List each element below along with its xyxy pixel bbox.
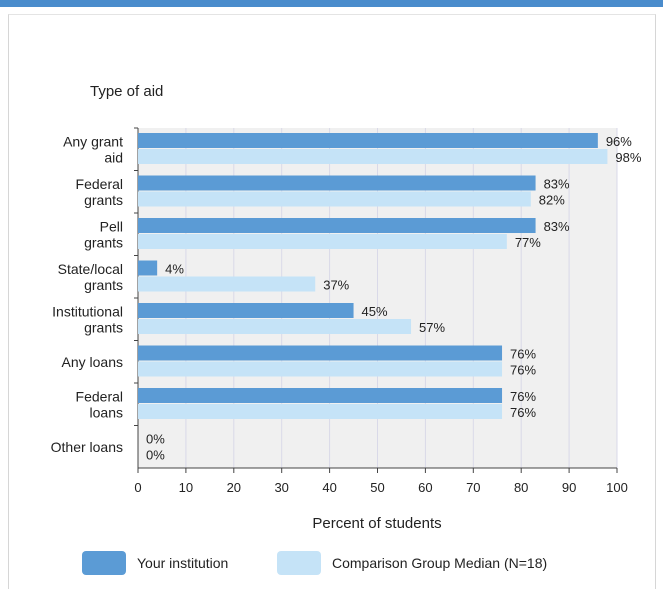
category-label: Pell xyxy=(100,218,123,234)
x-tick-label: 60 xyxy=(418,480,432,495)
legend-label: Comparison Group Median (N=18) xyxy=(332,555,547,571)
data-label: 96% xyxy=(606,134,632,149)
data-label: 83% xyxy=(544,219,570,234)
category-label: aid xyxy=(104,149,123,165)
bar xyxy=(138,404,503,419)
bar xyxy=(138,133,598,148)
data-label: 57% xyxy=(419,320,445,335)
bar xyxy=(138,234,507,249)
data-label: 76% xyxy=(510,405,536,420)
data-label: 77% xyxy=(515,235,541,250)
x-tick-label: 70 xyxy=(466,480,480,495)
bar xyxy=(138,191,531,207)
legend: Your institution Comparison Group Median … xyxy=(82,551,547,575)
category-label: Other loans xyxy=(51,439,123,455)
x-tick-label: 50 xyxy=(370,480,384,495)
category-label: Any grant xyxy=(63,133,123,149)
data-label: 76% xyxy=(510,389,536,404)
category-label: State/local xyxy=(58,261,123,277)
data-label: 4% xyxy=(165,262,184,277)
bar xyxy=(138,345,503,361)
x-tick-label: 20 xyxy=(227,480,241,495)
bar xyxy=(138,303,354,318)
category-label: grants xyxy=(84,277,123,293)
bar xyxy=(138,276,316,292)
data-label: 37% xyxy=(323,278,349,293)
legend-swatch xyxy=(82,551,126,575)
category-label: Federal xyxy=(76,176,123,192)
x-axis-title: Percent of students xyxy=(312,515,441,532)
x-tick-label: 40 xyxy=(322,480,336,495)
category-label: grants xyxy=(84,234,123,250)
bar xyxy=(138,388,503,403)
bar xyxy=(138,218,536,233)
data-label: 0% xyxy=(146,448,165,463)
category-label: loans xyxy=(90,404,123,420)
legend-label: Your institution xyxy=(137,555,228,571)
data-label: 82% xyxy=(539,193,565,208)
top-accent-bar xyxy=(0,0,663,7)
bar xyxy=(138,260,158,276)
category-label: Federal xyxy=(76,388,123,404)
x-tick-label: 90 xyxy=(562,480,576,495)
x-tick-label: 30 xyxy=(274,480,288,495)
data-label: 45% xyxy=(362,304,388,319)
chart-title: Type of aid xyxy=(90,83,163,100)
x-tick-label: 0 xyxy=(134,480,141,495)
chart-panel xyxy=(8,14,656,589)
category-labels: Any grantaidFederalgrantsPellgrantsState… xyxy=(51,127,138,455)
data-label: 76% xyxy=(510,363,536,378)
bars xyxy=(138,133,608,419)
data-label: 76% xyxy=(510,347,536,362)
x-axis-ticks: 0 10 20 30 40 50 60 70 80 90 100 xyxy=(134,468,628,495)
category-label: Any loans xyxy=(62,354,123,370)
category-label: grants xyxy=(84,319,123,335)
category-label: Institutional xyxy=(52,303,123,319)
bar xyxy=(138,319,412,334)
x-tick-label: 100 xyxy=(606,480,628,495)
legend-swatch xyxy=(277,551,321,575)
bar xyxy=(138,149,608,164)
category-label: grants xyxy=(84,192,123,208)
data-labels: 96%98%83%82%83%77%4%37%45%57%76%76%76%76… xyxy=(146,134,642,463)
data-label: 0% xyxy=(146,432,165,447)
data-label: 83% xyxy=(544,177,570,192)
bar xyxy=(138,361,503,377)
data-label: 98% xyxy=(615,150,641,165)
x-tick-label: 80 xyxy=(514,480,528,495)
x-tick-label: 10 xyxy=(179,480,193,495)
bar xyxy=(138,175,536,191)
